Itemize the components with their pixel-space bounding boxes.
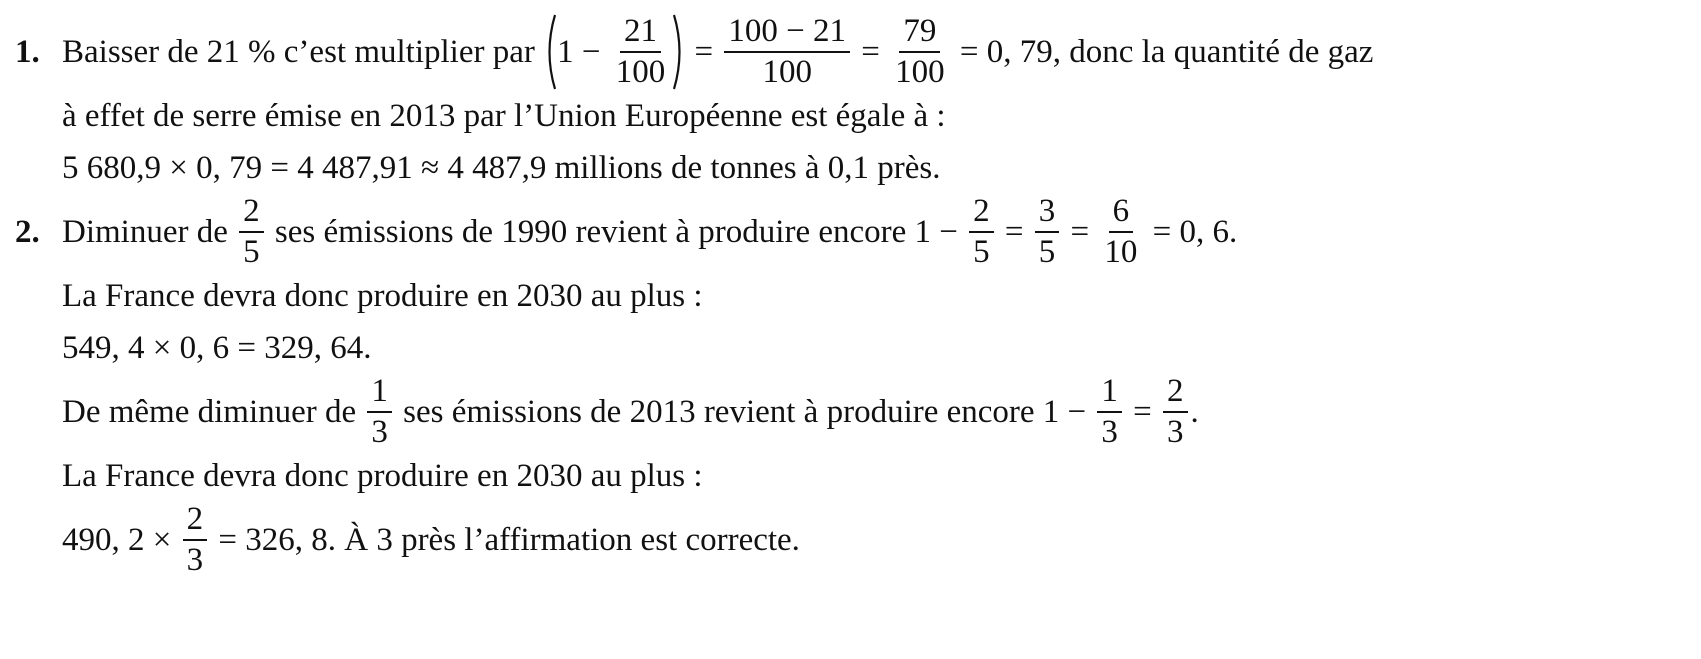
parenthesized: 1 − 21 100 <box>543 13 686 91</box>
text: = <box>1124 393 1161 430</box>
text: = <box>853 33 889 70</box>
numerator: 79 <box>899 14 941 53</box>
fraction: 100 − 21 100 <box>724 14 850 89</box>
text: = 0, 6. <box>1144 213 1238 250</box>
denominator: 3 <box>371 414 388 450</box>
paren-stroke <box>673 14 681 90</box>
fraction: 79 100 <box>891 14 949 89</box>
denominator: 3 <box>186 542 204 578</box>
item-number: 2. <box>15 213 40 250</box>
text: = 326, 8. À 3 près l’affirmation est cor… <box>210 521 800 558</box>
text: = <box>1062 213 1098 250</box>
text: Diminuer de <box>62 213 237 250</box>
text: = <box>686 33 722 70</box>
text: . <box>1190 393 1199 430</box>
text: 1 − <box>557 33 609 70</box>
numerator: 1 <box>367 374 392 413</box>
numerator: 2 <box>239 194 264 233</box>
line: 1. Baisser de 21 % c’est multiplier par 1… <box>15 13 1701 91</box>
denominator: 10 <box>1104 234 1138 270</box>
text: La France devra donc produire en 2030 au… <box>62 457 703 494</box>
document: 1. Baisser de 21 % c’est multiplier par 1… <box>0 14 1701 578</box>
text: = <box>996 213 1032 250</box>
paren-stroke <box>548 14 557 90</box>
line: 5 680,9 × 0, 79 = 4 487,91 ≈ 4 487,9 mil… <box>62 142 1701 194</box>
text: ses émissions de 1990 revient à produire… <box>266 213 967 250</box>
paren-left <box>548 14 557 90</box>
fraction: 6 10 <box>1100 194 1141 269</box>
numerator: 2 <box>1163 374 1188 413</box>
denominator: 3 <box>1101 414 1118 450</box>
text: 490, 2 × <box>62 521 180 558</box>
line: La France devra donc produire en 2030 au… <box>62 270 1701 322</box>
denominator: 3 <box>1167 414 1184 450</box>
fraction: 21 100 <box>612 14 670 89</box>
denominator: 100 <box>895 54 945 90</box>
line: La France devra donc produire en 2030 au… <box>62 450 1701 502</box>
text: 5 680,9 × 0, 79 = 4 487,91 ≈ 4 487,9 mil… <box>62 149 941 186</box>
numerator: 100 − 21 <box>724 14 850 53</box>
text: à effet de serre émise en 2013 par l’Uni… <box>62 97 946 134</box>
denominator: 5 <box>243 234 260 270</box>
denominator: 5 <box>1038 234 1056 270</box>
denominator: 5 <box>973 234 990 270</box>
line: à effet de serre émise en 2013 par l’Uni… <box>62 90 1701 142</box>
text: De même diminuer de <box>62 393 365 430</box>
line: 549, 4 × 0, 6 = 329, 64. <box>62 322 1701 374</box>
item: 1. Baisser de 21 % c’est multiplier par 1… <box>0 14 1701 194</box>
numerator: 1 <box>1097 374 1122 413</box>
numerator: 3 <box>1034 194 1060 233</box>
numerator: 2 <box>182 502 208 541</box>
numerator: 6 <box>1108 194 1134 233</box>
denominator: 100 <box>615 54 666 90</box>
text: ses émissions de 2013 revient à produire… <box>394 393 1095 430</box>
text: = 0, 79, donc la quantité de gaz <box>951 33 1374 70</box>
text: 549, 4 × 0, 6 = 329, 64. <box>62 329 372 366</box>
paren-right <box>673 14 681 90</box>
numerator: 21 <box>620 14 661 53</box>
numerator: 2 <box>969 194 994 233</box>
text: La France devra donc produire en 2030 au… <box>62 277 703 314</box>
item-number: 1. <box>15 33 40 70</box>
denominator: 100 <box>762 54 812 90</box>
text: Baisser de 21 % c’est multiplier par <box>62 33 544 70</box>
